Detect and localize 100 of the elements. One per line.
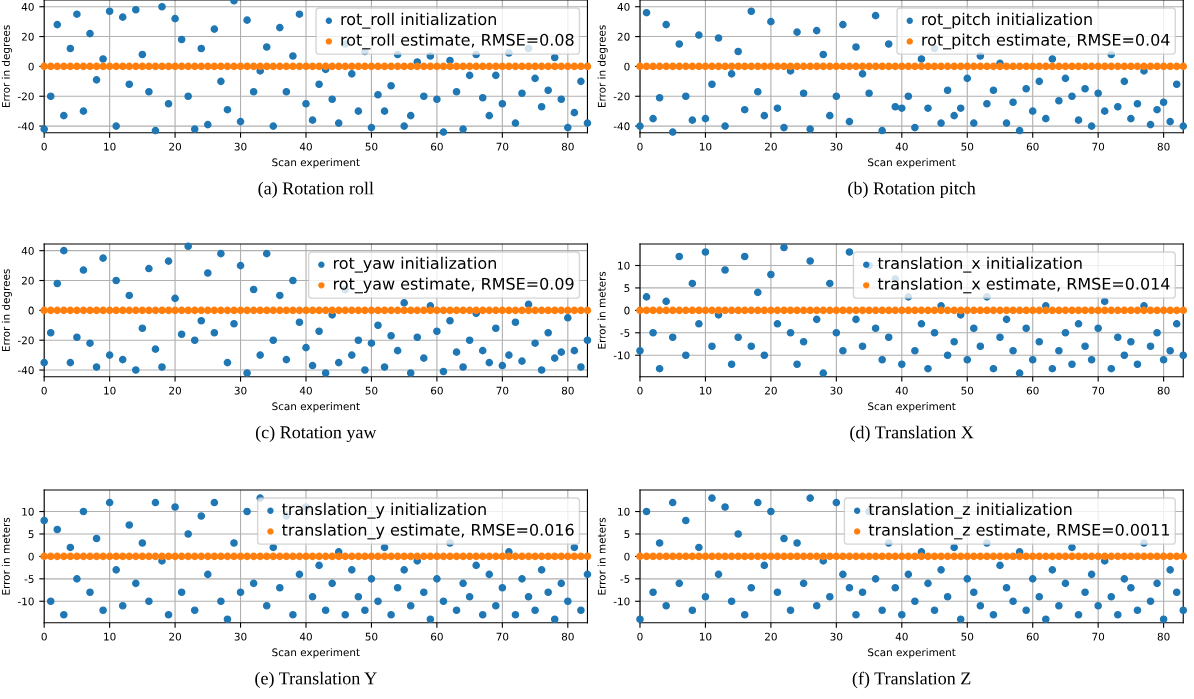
x-tick-label: 60 <box>431 386 443 395</box>
legend-label: rot_yaw estimate, RMSE=0.09 <box>334 277 574 294</box>
text: (f) Translation Z <box>852 671 971 689</box>
x-tick-label: 20 <box>765 632 777 641</box>
x-tick-label: 20 <box>765 142 777 151</box>
x-tick-label: 30 <box>830 632 843 641</box>
x-tick-label: 70 <box>1092 632 1105 641</box>
x-axis-title: Scan experiment <box>272 402 360 413</box>
x-tick-label: 70 <box>496 386 509 395</box>
x-tick-label: 50 <box>961 142 974 151</box>
legend-label: translation_x estimate, RMSE=0.014 <box>877 277 1170 294</box>
x-tick-label: 40 <box>895 386 908 395</box>
x-tick-label: 80 <box>561 632 574 641</box>
legend-label: translation_x initialization <box>877 256 1082 273</box>
y-tick-label: 20 <box>21 32 34 41</box>
y-tick-label: -10 <box>613 597 630 606</box>
x-tick-label: 50 <box>961 386 974 395</box>
legend-label: rot_yaw initialization <box>334 256 496 273</box>
x-tick-label: 50 <box>961 632 974 641</box>
y-tick-label: 20 <box>617 32 630 41</box>
x-tick-label: 0 <box>637 632 643 641</box>
y-tick-label: 10 <box>618 507 630 516</box>
y-tick-label: -10 <box>613 351 630 360</box>
x-tick-label: 20 <box>765 386 777 395</box>
x-tick-label: 20 <box>169 386 182 395</box>
x-tick-label: 70 <box>1092 386 1105 395</box>
legend-label: translation_y initialization <box>282 502 486 519</box>
y-axis-title: Error in meters <box>597 271 606 349</box>
x-tick-label: 50 <box>365 632 378 641</box>
x-tick-label: 10 <box>104 632 116 641</box>
x-tick-label: 30 <box>234 142 247 151</box>
y-tick-label: -5 <box>24 575 34 583</box>
x-tick-label: 40 <box>299 142 312 151</box>
y-tick-label: 40 <box>617 2 630 11</box>
x-tick-label: 0 <box>637 386 643 395</box>
x-tick-label: 20 <box>169 142 182 151</box>
legend-label: translation_z estimate, RMSE=0.0011 <box>868 523 1170 540</box>
x-tick-label: 80 <box>561 386 574 395</box>
x-tick-label: 50 <box>365 142 378 151</box>
y-tick-label: 0 <box>28 306 34 315</box>
y-tick-label: 20 <box>21 276 34 285</box>
text: (d) Translation X <box>850 425 974 443</box>
x-tick-label: 40 <box>895 632 908 641</box>
y-tick-label: 0 <box>624 552 630 561</box>
x-tick-label: 30 <box>234 632 247 641</box>
legend-label: translation_y estimate, RMSE=0.016 <box>282 523 574 540</box>
x-axis-title: Scan experiment <box>868 648 956 659</box>
y-tick-label: -5 <box>620 575 630 583</box>
y-tick-label: -20 <box>17 336 34 345</box>
x-tick-label: 0 <box>41 142 47 151</box>
y-axis-title: Error in degrees <box>1 269 12 352</box>
x-tick-label: 50 <box>365 386 378 395</box>
text: (a) Rotation roll <box>258 181 374 199</box>
x-tick-label: 10 <box>699 386 712 395</box>
text: (c) Rotation yaw <box>255 425 377 443</box>
x-tick-label: 70 <box>1092 142 1105 151</box>
y-tick-label: 5 <box>624 284 630 293</box>
y-tick-label: 0 <box>624 62 630 71</box>
y-axis-title: Error in meters <box>1 517 10 595</box>
y-tick-label: -10 <box>17 597 34 606</box>
x-tick-label: 70 <box>496 142 509 151</box>
y-tick-label: 10 <box>22 507 34 516</box>
x-tick-label: 30 <box>830 386 843 395</box>
x-axis-title: Scan experiment <box>868 158 956 169</box>
y-tick-label: -5 <box>620 329 630 337</box>
x-tick-label: 0 <box>637 142 643 151</box>
y-tick-label: 0 <box>28 62 34 71</box>
y-tick-label: 40 <box>21 246 34 255</box>
x-tick-label: 0 <box>41 386 47 395</box>
y-tick-label: -40 <box>17 366 34 375</box>
x-tick-label: 10 <box>104 142 116 151</box>
y-tick-label: -20 <box>17 92 34 101</box>
text: (b) Rotation pitch <box>848 181 976 199</box>
x-axis-title: Scan experiment <box>272 648 360 659</box>
y-tick-label: 10 <box>618 261 630 270</box>
x-tick-label: 40 <box>299 386 312 395</box>
x-tick-label: 0 <box>41 632 47 641</box>
y-axis-title: Error in degrees <box>1 25 12 108</box>
y-tick-label: 0 <box>624 306 630 315</box>
x-tick-label: 60 <box>1026 142 1039 151</box>
x-tick-label: 10 <box>699 142 712 151</box>
legend-label: rot_roll estimate, RMSE=0.08 <box>341 33 574 50</box>
x-tick-label: 30 <box>830 142 843 151</box>
y-axis-title: Error in meters <box>597 517 606 595</box>
x-tick-label: 60 <box>1026 632 1039 641</box>
y-tick-label: 40 <box>21 2 34 11</box>
x-tick-label: 10 <box>104 386 116 395</box>
x-axis-title: Scan experiment <box>868 402 956 413</box>
y-tick-label: 5 <box>624 530 630 539</box>
legend-label: rot_pitch initialization <box>922 12 1092 29</box>
x-tick-label: 60 <box>431 632 443 641</box>
x-tick-label: 30 <box>234 386 247 395</box>
legend-label: translation_z initialization <box>868 502 1072 519</box>
x-tick-label: 60 <box>431 142 443 151</box>
x-tick-label: 60 <box>1026 386 1039 395</box>
y-tick-label: 0 <box>28 552 34 561</box>
x-tick-label: 80 <box>1157 142 1170 151</box>
text: (e) Translation Y <box>255 671 377 689</box>
x-tick-label: 10 <box>699 632 712 641</box>
legend-label: rot_pitch estimate, RMSE=0.04 <box>922 33 1170 50</box>
